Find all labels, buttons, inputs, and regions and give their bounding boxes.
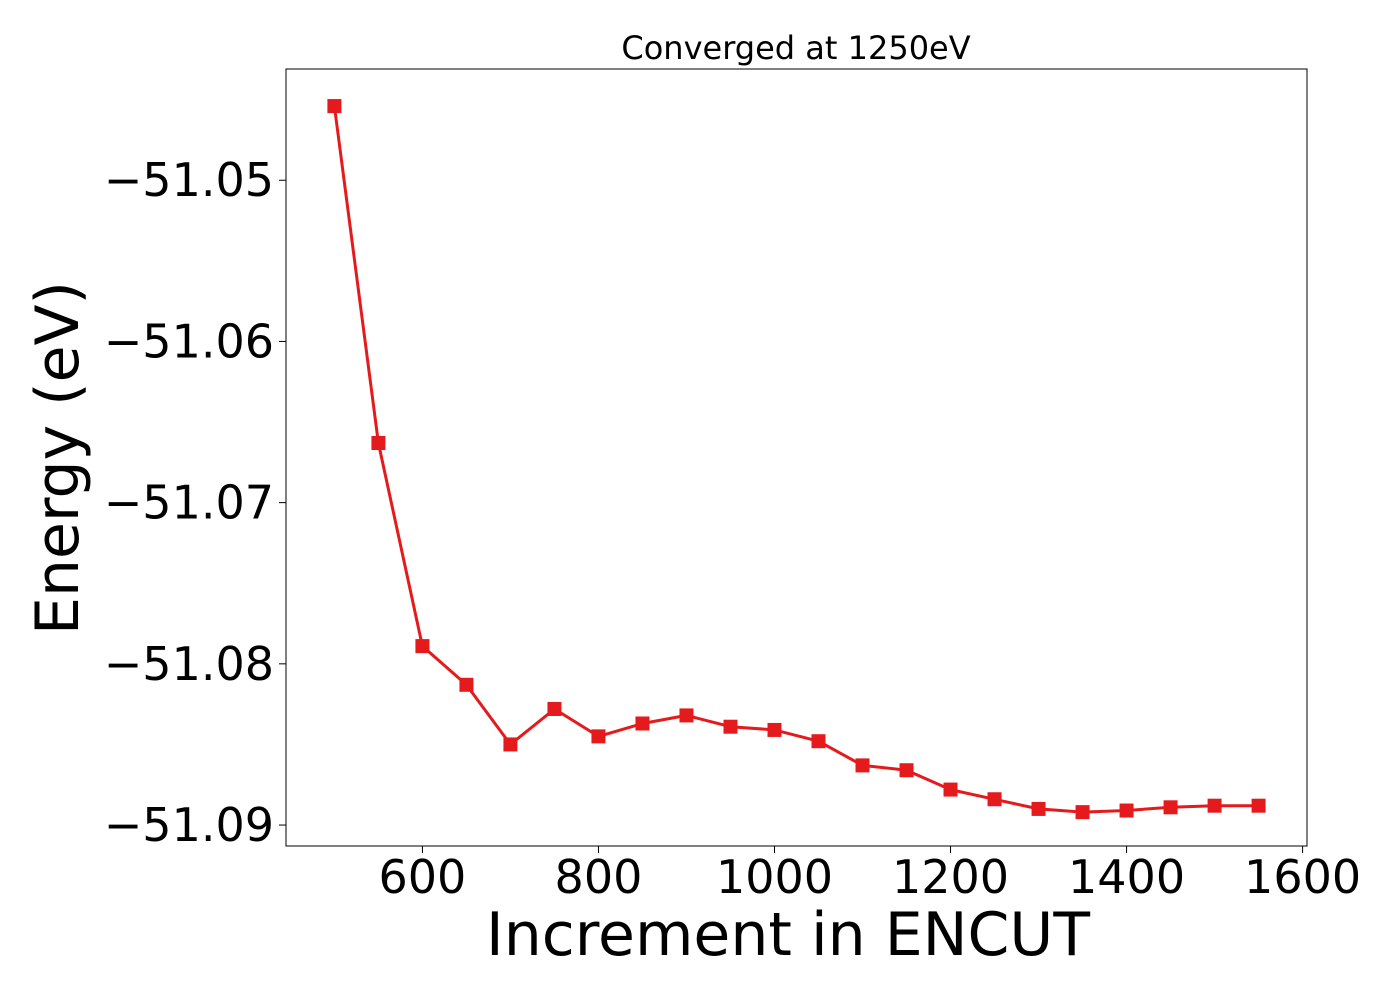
data-point-marker — [415, 639, 430, 654]
data-point-marker — [1031, 801, 1046, 816]
data-point-marker — [371, 435, 386, 450]
y-axis-label: Energy (eV) — [23, 281, 93, 635]
data-point-marker — [679, 708, 694, 723]
x-tick-label: 1400 — [1068, 850, 1185, 904]
x-axis-label: Increment in ENCUT — [486, 900, 1090, 970]
data-point-marker — [899, 763, 914, 778]
x-tick-label: 1200 — [892, 850, 1009, 904]
data-point-marker — [767, 722, 782, 737]
data-point-marker — [1207, 798, 1222, 813]
data-point-marker — [459, 677, 474, 692]
data-point-marker — [1163, 800, 1178, 815]
data-point-marker — [635, 716, 650, 731]
series-layer — [327, 99, 1266, 820]
data-point-marker — [855, 758, 870, 773]
x-tick-label: 600 — [379, 850, 467, 904]
plot-area — [285, 68, 1308, 847]
data-point-marker — [1119, 803, 1134, 818]
data-point-marker — [591, 729, 606, 744]
data-point-marker — [987, 792, 1002, 807]
y-axis-ticks: −51.05 −51.06 −51.07 −51.08 −51.09 — [104, 153, 286, 852]
y-tick-label: −51.09 — [104, 798, 274, 852]
y-tick-label: −51.08 — [104, 637, 274, 691]
x-tick-label: 800 — [555, 850, 643, 904]
data-point-marker — [1075, 805, 1090, 820]
data-point-marker — [503, 737, 518, 752]
data-point-marker — [723, 719, 738, 734]
x-tick-label: 1600 — [1244, 850, 1361, 904]
y-tick-label: −51.07 — [104, 476, 274, 530]
data-point-marker — [943, 782, 958, 797]
y-tick-label: −51.06 — [104, 314, 274, 368]
x-tick-label: 1000 — [716, 850, 833, 904]
series-line — [332, 105, 1259, 814]
data-point-marker — [811, 734, 826, 749]
x-axis-ticks: 600 800 1000 1200 1400 1600 — [379, 846, 1361, 904]
data-point-marker — [1251, 798, 1266, 813]
chart-title: Converged at 1250eV — [621, 29, 970, 67]
y-tick-label: −51.05 — [104, 153, 274, 207]
plot-frame — [285, 68, 1308, 847]
data-point-marker — [327, 99, 342, 114]
data-point-marker — [547, 701, 562, 716]
